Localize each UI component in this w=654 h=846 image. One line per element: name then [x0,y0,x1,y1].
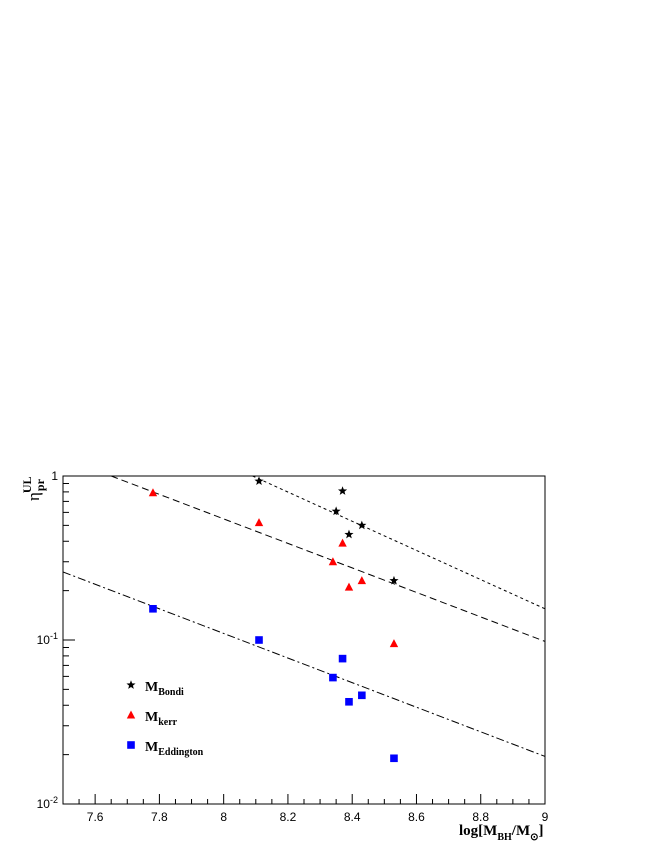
x-tick-label: 8.2 [280,810,297,824]
x-tick-label: 8 [220,810,227,824]
x-axis: 7.6 7.8 8 8.2 8.4 8.6 8.8 9 [62,794,549,824]
point-eddington [345,697,353,706]
fit-line-dashed [111,476,545,642]
y-axis-title-sup: UL [20,476,34,493]
fit-line-dashdot [63,571,545,757]
x-axis-title-main: log[M [459,823,497,839]
point-eddington [329,673,337,682]
point-eddington [390,754,398,763]
x-tick-label: 8.4 [344,810,361,824]
point-eddington [358,691,366,700]
x-axis-title-sub1: BH [497,832,512,843]
x-tick-label: 8.6 [408,810,425,824]
point-kerr [338,538,347,547]
legend-marker-eddington [127,741,135,749]
legend: MBondi Mkerr MEddington [126,680,204,758]
x-tick-label: 8.8 [472,810,489,824]
y-axis: 10-2 10-1 1 [37,469,75,811]
point-bondi [331,506,341,516]
x-axis-title-mid: /M [511,823,530,839]
y-tick-label: 10-1 [37,631,58,647]
y-axis-title-sub: pr [33,478,47,491]
fit-line-dotted [252,476,545,610]
point-bondi [337,486,348,495]
data-points [148,476,399,763]
legend-label-bondi: MBondi [145,680,184,698]
x-axis-title-sub2: ⊙ [530,832,538,843]
point-eddington [255,636,263,644]
point-kerr [148,488,158,497]
point-kerr [389,639,399,648]
legend-marker-bondi [126,680,136,689]
point-kerr [254,518,264,527]
fit-lines [63,476,545,757]
point-bondi [389,575,399,585]
legend-label-eddington: MEddington [145,740,204,758]
point-kerr [328,557,338,566]
point-kerr [344,582,354,591]
x-axis-title: log[MBH/M⊙] [459,823,544,843]
point-eddington [149,604,157,613]
y-axis-title: ηprUL [20,476,47,501]
x-tick-label: 7.6 [87,810,104,824]
point-kerr [357,576,367,585]
y-tick-label: 1 [51,469,58,483]
x-tick-label: 9 [542,810,549,824]
point-eddington [338,654,347,663]
y-tick-label: 10-2 [37,795,58,811]
point-bondi [344,529,354,539]
plot-frame [62,475,546,805]
x-tick-label: 7.8 [151,810,168,824]
y-axis-title-main: η [24,492,43,501]
legend-marker-kerr [126,710,136,719]
x-axis-title-end: ] [539,823,544,839]
point-bondi [357,520,367,530]
legend-label-kerr: Mkerr [145,710,178,728]
point-bondi [254,476,264,486]
